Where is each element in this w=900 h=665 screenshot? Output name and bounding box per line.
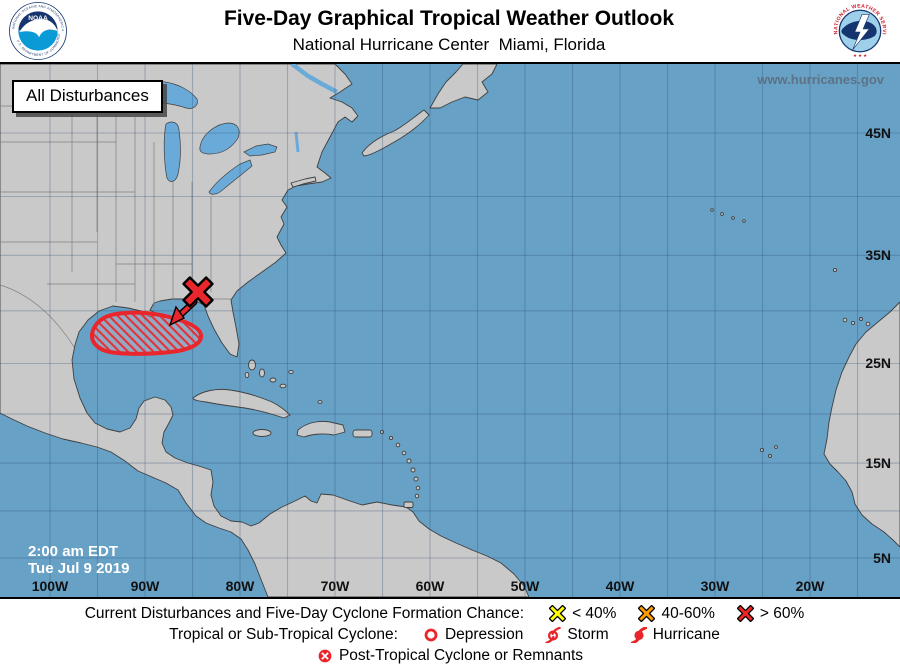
lon-label-30w: 30W (701, 578, 731, 594)
x-yellow-icon (549, 605, 567, 622)
timestamp-date: Tue Jul 9 2019 (28, 560, 130, 577)
lat-label-5n: 5N (873, 550, 891, 566)
map-canvas: 45N 35N 25N 15N 5N 100W 90W 80W 70W 60W … (0, 64, 900, 597)
lat-label-15n: 15N (865, 455, 891, 471)
timestamp-time: 2:00 am EDT (28, 543, 119, 560)
depression-icon (424, 628, 438, 641)
lat-label-45n: 45N (865, 125, 891, 141)
legend-lt40-label: < 40% (572, 604, 617, 622)
lake-ontario (243, 143, 278, 157)
graticule (0, 64, 900, 597)
lat-labels: 45N 35N 25N 15N 5N (865, 125, 891, 566)
land-masses (0, 64, 900, 597)
mainland-americas (0, 64, 530, 597)
legend-item-post-tropical: Post-Tropical Cyclone or Remnants (317, 647, 583, 665)
legend-item-gt60: > 60% (736, 604, 805, 623)
hurricane-icon (630, 626, 647, 643)
disturbance-group[interactable] (89, 269, 221, 356)
legend-item-storm: Storm (545, 625, 609, 644)
lon-labels: 100W 90W 80W 70W 60W 50W 40W 30W 20W (32, 578, 825, 594)
lon-label-100w: 100W (32, 578, 69, 594)
outlook-map[interactable]: 45N 35N 25N 15N 5N 100W 90W 80W 70W 60W … (0, 62, 900, 599)
header: NATIONAL OCEANIC AND ATMOSPHERIC ADMINIS… (0, 0, 900, 62)
st-lawrence-river (290, 64, 339, 94)
legend-storm-label: Storm (567, 625, 609, 643)
lat-label-35n: 35N (865, 247, 891, 263)
legend-post-tropical-label: Post-Tropical Cyclone or Remnants (338, 646, 584, 664)
noaa-label-text: NOAA (28, 15, 48, 22)
post-tropical-icon (318, 649, 332, 662)
hispaniola (296, 420, 346, 438)
legend-row-formation-chance: Current Disturbances and Five-Day Cyclon… (0, 603, 900, 624)
lon-label-40w: 40W (606, 578, 636, 594)
africa (823, 301, 900, 548)
bahamas (244, 359, 323, 404)
legend-row-cyclone-types: Tropical or Sub-Tropical Cyclone: Depres… (0, 624, 900, 645)
noaa-logo-icon: NATIONAL OCEANIC AND ATMOSPHERIC ADMINIS… (8, 2, 67, 60)
legend-item-hurricane: Hurricane (630, 625, 720, 644)
legend-depression-label: Depression (444, 625, 524, 643)
legend-formation-label: Current Disturbances and Five-Day Cyclon… (84, 604, 525, 622)
legend-row-post-tropical: Post-Tropical Cyclone or Remnants (0, 645, 900, 665)
long-island (290, 176, 317, 188)
lon-label-60w: 60W (416, 578, 446, 594)
x-red-icon (736, 605, 754, 622)
legend-gt60-label: > 60% (759, 604, 805, 622)
lon-label-90w: 90W (131, 578, 161, 594)
lake-huron (199, 122, 240, 155)
lake-erie (208, 159, 253, 195)
lon-label-20w: 20W (796, 578, 826, 594)
lon-label-80w: 80W (226, 578, 256, 594)
page-title: Five-Day Graphical Tropical Weather Outl… (223, 7, 675, 31)
tropical-storm-icon (545, 626, 562, 643)
nova-scotia (361, 109, 430, 157)
all-disturbances-label[interactable]: All Disturbances (12, 80, 163, 113)
cuba (192, 388, 291, 419)
lake-champlain (294, 131, 300, 153)
legend-hurricane-label: Hurricane (652, 625, 720, 643)
disturbance-x-marker[interactable] (175, 269, 220, 314)
lat-label-25n: 25N (865, 355, 891, 371)
lon-label-50w: 50W (511, 578, 541, 594)
atlantic-islands (710, 208, 871, 458)
legend-cyclone-label: Tropical or Sub-Tropical Cyclone: (169, 625, 398, 643)
header-titles: Five-Day Graphical Tropical Weather Outl… (68, 7, 830, 55)
legend-item-40-60: 40-60% (638, 604, 715, 623)
legend-item-depression: Depression (423, 626, 523, 644)
legend-item-lt40: < 40% (549, 605, 616, 623)
puerto-rico (352, 429, 373, 438)
jamaica (252, 429, 272, 437)
x-orange-icon (638, 605, 656, 622)
legend: Current Disturbances and Five-Day Cyclon… (0, 599, 900, 665)
lake-michigan (163, 121, 181, 182)
nws-logo-icon: NATIONAL WEATHER SERVICE ★ ★ ★ (830, 2, 889, 60)
site-watermark: www.hurricanes.gov (757, 72, 884, 87)
lesser-antilles (379, 429, 421, 508)
page-subtitle: National Hurricane Center Miami, Florida (292, 35, 606, 55)
legend-40-60-label: 40-60% (661, 604, 715, 622)
lon-label-70w: 70W (321, 578, 351, 594)
timestamp: 2:00 am EDT Tue Jul 9 2019 (28, 543, 129, 577)
newfoundland (429, 64, 498, 109)
nws-stars-text: ★ ★ ★ (853, 53, 867, 58)
